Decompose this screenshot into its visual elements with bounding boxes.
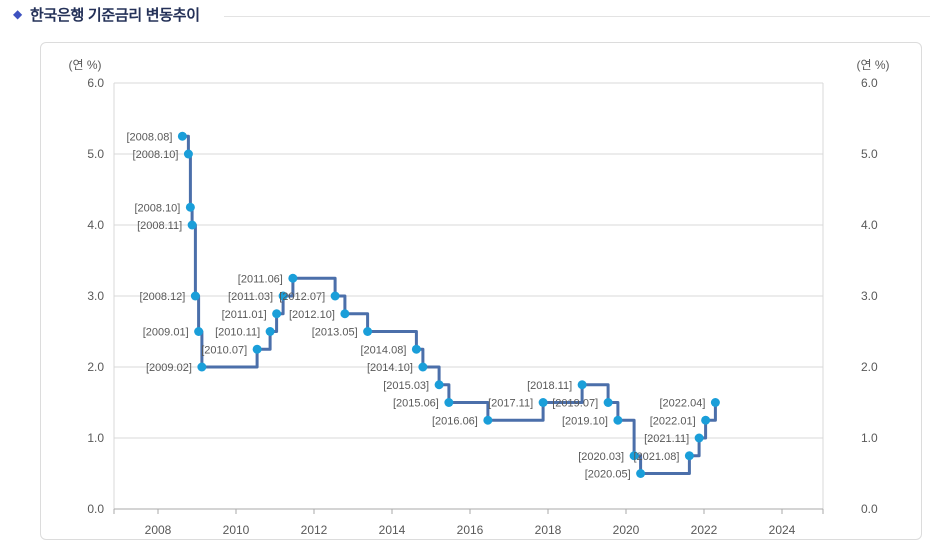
data-point-label: [2020.03] <box>578 451 624 463</box>
data-point-label: [2021.08] <box>634 451 680 463</box>
data-point-label: [2017.11] <box>488 398 533 410</box>
data-point-label: [2012.07] <box>279 291 325 303</box>
data-point <box>252 344 262 354</box>
data-point <box>538 398 548 407</box>
data-point <box>629 451 639 461</box>
data-point <box>194 327 204 336</box>
y-axis-tick-label-left: 6.0 <box>87 76 104 90</box>
data-point-label: [2018.11] <box>527 380 572 392</box>
x-axis-tick-label: 2022 <box>691 523 718 537</box>
data-point <box>183 149 193 159</box>
base-rate-step-chart: 2008 2010 2012 2014 2016 2018 2020 2022 2024 0.0 0… <box>68 58 889 537</box>
data-point-label: [2015.06] <box>393 398 439 410</box>
data-point <box>190 291 200 301</box>
x-axis-tick-label: 2008 <box>145 523 172 537</box>
x-axis-tick-label: 2012 <box>301 523 328 537</box>
y-axis-tick-label-left: 0.0 <box>87 502 104 516</box>
data-point <box>603 398 613 407</box>
data-point-label: [2011.06] <box>238 273 283 285</box>
chart-header: ◆ 한국은행 기준금리 변동추이 <box>0 0 938 30</box>
data-point-label: [2022.04] <box>660 398 706 410</box>
y-axis-tick-label-right: 2.0 <box>861 360 878 374</box>
data-point-label: [2020.05] <box>585 469 631 481</box>
data-point-label: [2014.08] <box>361 344 407 356</box>
header-divider <box>224 16 930 17</box>
data-point-label: [2009.02] <box>146 362 192 374</box>
data-point-label: [2008.08] <box>127 131 173 143</box>
x-axis-tick-label: 2014 <box>379 523 406 537</box>
y-axis-tick-label-right: 4.0 <box>861 218 878 232</box>
data-point <box>265 327 275 336</box>
data-point <box>278 291 288 301</box>
data-point <box>577 380 587 390</box>
data-point-label: [2021.11] <box>644 433 689 445</box>
x-axis-tick-label: 2010 <box>223 523 250 537</box>
data-point <box>187 220 197 230</box>
data-point-label: [2019.10] <box>562 415 608 427</box>
data-point-label: [2011.01] <box>222 309 267 321</box>
data-point <box>701 415 711 425</box>
chart-panel: 2008 2010 2012 2014 2016 2018 2020 2022 2024 0.0 0… <box>40 42 922 540</box>
y-axis-tick-label-left: 4.0 <box>87 218 104 232</box>
data-point-label: [2008.12] <box>139 291 185 303</box>
data-point <box>177 131 187 141</box>
data-point-label: [2019.07] <box>552 398 598 410</box>
y-axis-tick-label-right: 5.0 <box>861 147 878 161</box>
data-point-label: [2022.01] <box>650 415 696 427</box>
data-point <box>185 202 195 212</box>
y-axis-unit-left: (연 %) <box>68 58 101 72</box>
data-point-label: [2010.07] <box>201 344 247 356</box>
data-point-label: [2010.11] <box>215 327 260 339</box>
data-point-label: [2016.06] <box>432 415 478 427</box>
x-axis-tick-label: 2016 <box>457 523 484 537</box>
page-title: 한국은행 기준금리 변동추이 <box>30 7 200 24</box>
data-point-label: [2014.10] <box>367 362 413 374</box>
data-point-label: [2008.10] <box>134 202 180 214</box>
y-axis-tick-label-right: 0.0 <box>861 502 878 516</box>
data-point <box>694 433 704 443</box>
data-point-label: [2009.01] <box>143 327 189 339</box>
y-axis-unit-right: (연 %) <box>856 58 889 72</box>
data-point <box>411 344 421 354</box>
data-point <box>444 398 454 407</box>
data-point <box>710 398 720 407</box>
data-point <box>483 415 493 425</box>
data-point <box>272 309 282 319</box>
data-point <box>197 362 207 372</box>
data-point-label: [2008.10] <box>133 149 179 161</box>
x-axis-tick-label: 2020 <box>613 523 640 537</box>
data-point <box>684 451 694 461</box>
x-axis-tick-label: 2024 <box>769 523 796 537</box>
data-point <box>636 469 646 478</box>
data-point <box>613 415 623 425</box>
x-axis-tick-label: 2018 <box>535 523 562 537</box>
diamond-bullet-icon: ◆ <box>13 7 23 21</box>
data-point <box>434 380 444 390</box>
y-axis-tick-label-right: 1.0 <box>861 431 878 445</box>
data-point <box>330 291 340 301</box>
data-point-label: [2012.10] <box>289 309 335 321</box>
data-point-label: [2011.03] <box>228 291 273 303</box>
y-axis-tick-label-right: 3.0 <box>861 289 878 303</box>
data-point <box>418 362 428 372</box>
y-axis-tick-label-left: 2.0 <box>87 360 104 374</box>
y-axis-tick-label-left: 5.0 <box>87 147 104 161</box>
data-point <box>340 309 350 319</box>
data-point <box>288 273 298 283</box>
data-point <box>363 327 373 336</box>
y-axis-tick-label-right: 6.0 <box>861 76 878 90</box>
y-axis-tick-label-left: 1.0 <box>87 431 104 445</box>
data-point-label: [2008.11] <box>137 220 182 232</box>
data-point-label: [2013.05] <box>312 327 358 339</box>
y-axis-tick-label-left: 3.0 <box>87 289 104 303</box>
data-point-label: [2015.03] <box>383 380 429 392</box>
